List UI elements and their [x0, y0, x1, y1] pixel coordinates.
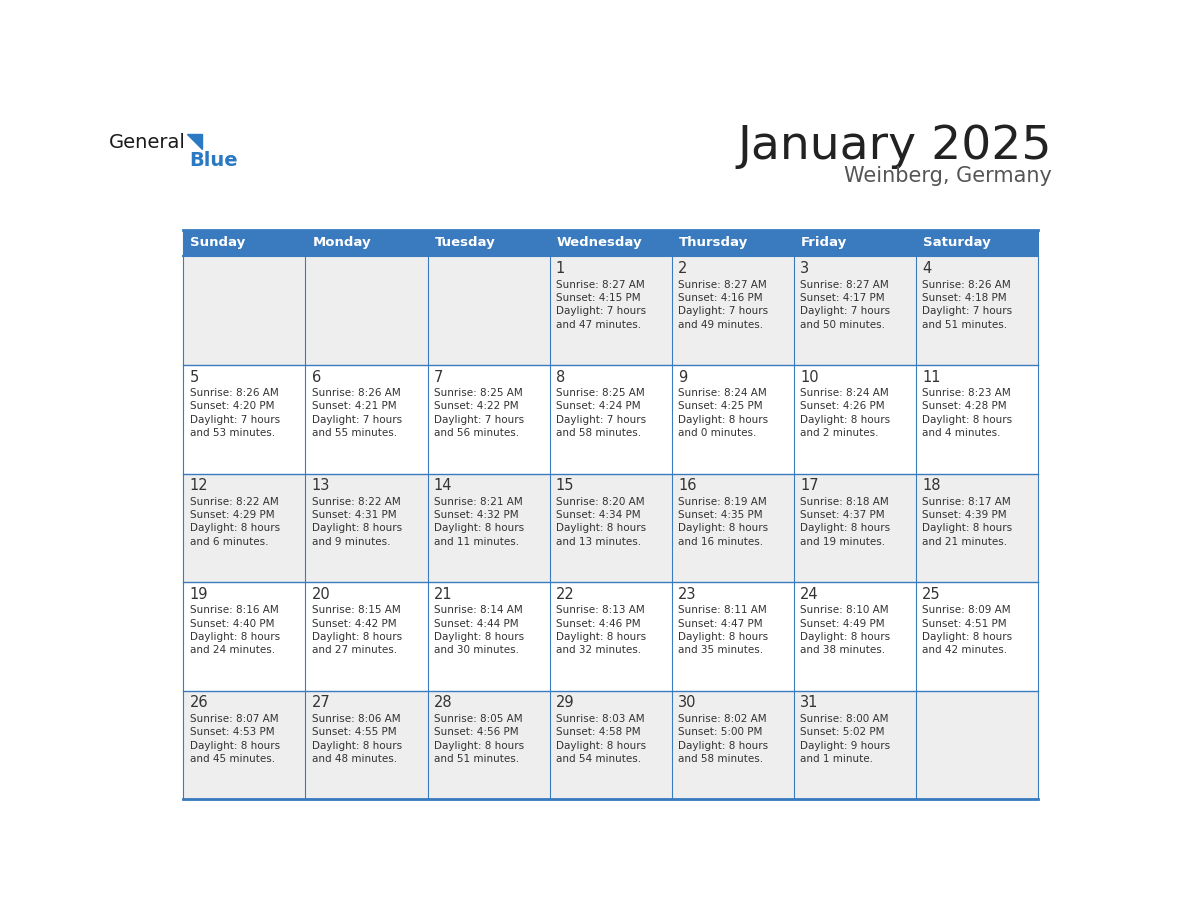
- Text: 13: 13: [311, 478, 330, 493]
- Bar: [550, 230, 672, 256]
- Text: Sunrise: 8:27 AM
Sunset: 4:17 PM
Daylight: 7 hours
and 50 minutes.: Sunrise: 8:27 AM Sunset: 4:17 PM Dayligh…: [801, 280, 890, 330]
- Bar: [183, 690, 1038, 800]
- Text: Sunrise: 8:06 AM
Sunset: 4:55 PM
Daylight: 8 hours
and 48 minutes.: Sunrise: 8:06 AM Sunset: 4:55 PM Dayligh…: [311, 714, 402, 764]
- Text: 28: 28: [434, 695, 453, 711]
- Text: 23: 23: [678, 587, 696, 602]
- Text: Sunrise: 8:26 AM
Sunset: 4:20 PM
Daylight: 7 hours
and 53 minutes.: Sunrise: 8:26 AM Sunset: 4:20 PM Dayligh…: [190, 388, 279, 438]
- Text: Blue: Blue: [189, 151, 238, 170]
- Text: Sunrise: 8:22 AM
Sunset: 4:31 PM
Daylight: 8 hours
and 9 minutes.: Sunrise: 8:22 AM Sunset: 4:31 PM Dayligh…: [311, 497, 402, 547]
- Text: 15: 15: [556, 478, 575, 493]
- Text: 21: 21: [434, 587, 453, 602]
- Bar: [672, 230, 794, 256]
- Text: 17: 17: [801, 478, 819, 493]
- Text: 6: 6: [311, 370, 321, 385]
- Text: Sunrise: 8:19 AM
Sunset: 4:35 PM
Daylight: 8 hours
and 16 minutes.: Sunrise: 8:19 AM Sunset: 4:35 PM Dayligh…: [678, 497, 769, 547]
- Text: Sunrise: 8:25 AM
Sunset: 4:22 PM
Daylight: 7 hours
and 56 minutes.: Sunrise: 8:25 AM Sunset: 4:22 PM Dayligh…: [434, 388, 524, 438]
- Text: Sunrise: 8:26 AM
Sunset: 4:21 PM
Daylight: 7 hours
and 55 minutes.: Sunrise: 8:26 AM Sunset: 4:21 PM Dayligh…: [311, 388, 402, 438]
- Text: 18: 18: [922, 478, 941, 493]
- Bar: [305, 230, 428, 256]
- Text: January 2025: January 2025: [738, 124, 1053, 169]
- Text: Sunday: Sunday: [190, 237, 246, 250]
- Text: 8: 8: [556, 370, 565, 385]
- Text: Sunrise: 8:02 AM
Sunset: 5:00 PM
Daylight: 8 hours
and 58 minutes.: Sunrise: 8:02 AM Sunset: 5:00 PM Dayligh…: [678, 714, 769, 764]
- Text: 24: 24: [801, 587, 819, 602]
- Text: 4: 4: [922, 261, 931, 276]
- Text: Weinberg, Germany: Weinberg, Germany: [845, 166, 1053, 186]
- Text: Sunrise: 8:25 AM
Sunset: 4:24 PM
Daylight: 7 hours
and 58 minutes.: Sunrise: 8:25 AM Sunset: 4:24 PM Dayligh…: [556, 388, 646, 438]
- Text: Sunrise: 8:24 AM
Sunset: 4:25 PM
Daylight: 8 hours
and 0 minutes.: Sunrise: 8:24 AM Sunset: 4:25 PM Dayligh…: [678, 388, 769, 438]
- Text: Sunrise: 8:16 AM
Sunset: 4:40 PM
Daylight: 8 hours
and 24 minutes.: Sunrise: 8:16 AM Sunset: 4:40 PM Dayligh…: [190, 605, 279, 655]
- Text: 27: 27: [311, 695, 330, 711]
- Text: Sunrise: 8:03 AM
Sunset: 4:58 PM
Daylight: 8 hours
and 54 minutes.: Sunrise: 8:03 AM Sunset: 4:58 PM Dayligh…: [556, 714, 646, 764]
- Text: Friday: Friday: [801, 237, 847, 250]
- Text: 11: 11: [922, 370, 941, 385]
- Text: Sunrise: 8:05 AM
Sunset: 4:56 PM
Daylight: 8 hours
and 51 minutes.: Sunrise: 8:05 AM Sunset: 4:56 PM Dayligh…: [434, 714, 524, 764]
- Text: 5: 5: [190, 370, 198, 385]
- Text: Thursday: Thursday: [678, 237, 748, 250]
- Text: 16: 16: [678, 478, 696, 493]
- Text: Wednesday: Wednesday: [557, 237, 643, 250]
- Text: 7: 7: [434, 370, 443, 385]
- Text: General: General: [109, 133, 185, 152]
- Bar: [183, 474, 1038, 582]
- Text: Sunrise: 8:13 AM
Sunset: 4:46 PM
Daylight: 8 hours
and 32 minutes.: Sunrise: 8:13 AM Sunset: 4:46 PM Dayligh…: [556, 605, 646, 655]
- Bar: [916, 230, 1038, 256]
- Text: 12: 12: [190, 478, 208, 493]
- Text: 10: 10: [801, 370, 819, 385]
- Text: 14: 14: [434, 478, 453, 493]
- Text: Sunrise: 8:10 AM
Sunset: 4:49 PM
Daylight: 8 hours
and 38 minutes.: Sunrise: 8:10 AM Sunset: 4:49 PM Dayligh…: [801, 605, 890, 655]
- Text: Sunrise: 8:17 AM
Sunset: 4:39 PM
Daylight: 8 hours
and 21 minutes.: Sunrise: 8:17 AM Sunset: 4:39 PM Dayligh…: [922, 497, 1012, 547]
- Text: Sunrise: 8:15 AM
Sunset: 4:42 PM
Daylight: 8 hours
and 27 minutes.: Sunrise: 8:15 AM Sunset: 4:42 PM Dayligh…: [311, 605, 402, 655]
- Text: Sunrise: 8:26 AM
Sunset: 4:18 PM
Daylight: 7 hours
and 51 minutes.: Sunrise: 8:26 AM Sunset: 4:18 PM Dayligh…: [922, 280, 1012, 330]
- Text: Sunrise: 8:11 AM
Sunset: 4:47 PM
Daylight: 8 hours
and 35 minutes.: Sunrise: 8:11 AM Sunset: 4:47 PM Dayligh…: [678, 605, 769, 655]
- Bar: [183, 582, 1038, 690]
- Text: Sunrise: 8:20 AM
Sunset: 4:34 PM
Daylight: 8 hours
and 13 minutes.: Sunrise: 8:20 AM Sunset: 4:34 PM Dayligh…: [556, 497, 646, 547]
- Text: Sunrise: 8:24 AM
Sunset: 4:26 PM
Daylight: 8 hours
and 2 minutes.: Sunrise: 8:24 AM Sunset: 4:26 PM Dayligh…: [801, 388, 890, 438]
- Bar: [183, 365, 1038, 474]
- Text: Sunrise: 8:21 AM
Sunset: 4:32 PM
Daylight: 8 hours
and 11 minutes.: Sunrise: 8:21 AM Sunset: 4:32 PM Dayligh…: [434, 497, 524, 547]
- Text: Tuesday: Tuesday: [435, 237, 495, 250]
- Text: 31: 31: [801, 695, 819, 711]
- Text: Sunrise: 8:00 AM
Sunset: 5:02 PM
Daylight: 9 hours
and 1 minute.: Sunrise: 8:00 AM Sunset: 5:02 PM Dayligh…: [801, 714, 890, 764]
- Bar: [183, 256, 1038, 365]
- Text: Sunrise: 8:27 AM
Sunset: 4:16 PM
Daylight: 7 hours
and 49 minutes.: Sunrise: 8:27 AM Sunset: 4:16 PM Dayligh…: [678, 280, 769, 330]
- Text: Saturday: Saturday: [923, 237, 991, 250]
- Text: 2: 2: [678, 261, 688, 276]
- Text: 19: 19: [190, 587, 208, 602]
- Text: Sunrise: 8:14 AM
Sunset: 4:44 PM
Daylight: 8 hours
and 30 minutes.: Sunrise: 8:14 AM Sunset: 4:44 PM Dayligh…: [434, 605, 524, 655]
- Text: 29: 29: [556, 695, 575, 711]
- Text: Sunrise: 8:18 AM
Sunset: 4:37 PM
Daylight: 8 hours
and 19 minutes.: Sunrise: 8:18 AM Sunset: 4:37 PM Dayligh…: [801, 497, 890, 547]
- Text: Sunrise: 8:07 AM
Sunset: 4:53 PM
Daylight: 8 hours
and 45 minutes.: Sunrise: 8:07 AM Sunset: 4:53 PM Dayligh…: [190, 714, 279, 764]
- Text: 25: 25: [922, 587, 941, 602]
- Text: Sunrise: 8:27 AM
Sunset: 4:15 PM
Daylight: 7 hours
and 47 minutes.: Sunrise: 8:27 AM Sunset: 4:15 PM Dayligh…: [556, 280, 646, 330]
- Text: Monday: Monday: [312, 237, 371, 250]
- Text: 3: 3: [801, 261, 809, 276]
- Text: 9: 9: [678, 370, 688, 385]
- Text: 30: 30: [678, 695, 696, 711]
- Bar: [794, 230, 916, 256]
- Text: Sunrise: 8:23 AM
Sunset: 4:28 PM
Daylight: 8 hours
and 4 minutes.: Sunrise: 8:23 AM Sunset: 4:28 PM Dayligh…: [922, 388, 1012, 438]
- Text: Sunrise: 8:22 AM
Sunset: 4:29 PM
Daylight: 8 hours
and 6 minutes.: Sunrise: 8:22 AM Sunset: 4:29 PM Dayligh…: [190, 497, 279, 547]
- Bar: [428, 230, 550, 256]
- Text: 20: 20: [311, 587, 330, 602]
- Bar: [183, 230, 305, 256]
- Text: Sunrise: 8:09 AM
Sunset: 4:51 PM
Daylight: 8 hours
and 42 minutes.: Sunrise: 8:09 AM Sunset: 4:51 PM Dayligh…: [922, 605, 1012, 655]
- Text: 1: 1: [556, 261, 565, 276]
- Text: 22: 22: [556, 587, 575, 602]
- Polygon shape: [187, 134, 202, 149]
- Text: 26: 26: [190, 695, 208, 711]
